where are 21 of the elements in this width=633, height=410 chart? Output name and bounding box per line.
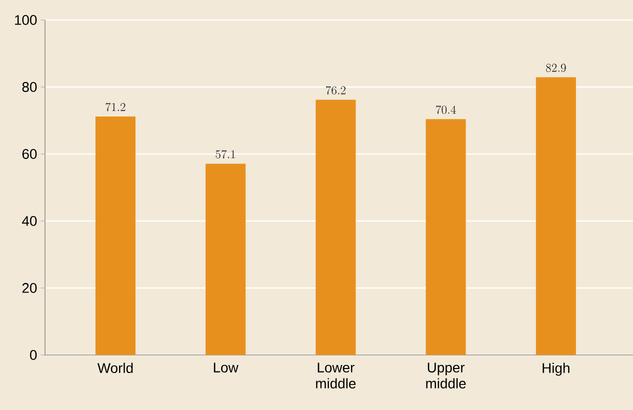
y-tick-label: 100 <box>15 15 37 25</box>
bar <box>316 100 356 355</box>
data-label: 70.4 <box>436 106 456 114</box>
y-tick-label: 80 <box>22 82 37 92</box>
bar <box>426 119 466 355</box>
x-tick-label: Upper middle <box>426 362 466 388</box>
data-label: 71 .2 <box>106 102 126 112</box>
x-tick-label: High <box>542 362 570 376</box>
bar <box>95 116 136 355</box>
data-label: 82.9 <box>546 64 566 72</box>
data-label: 76.2 <box>326 86 346 94</box>
x-tick-label: Lower middle <box>316 362 356 388</box>
y-tick-label: 0 <box>30 350 37 360</box>
x-tick-label: Low <box>214 362 238 373</box>
data-label: 57. 1 <box>216 150 236 158</box>
x-tick-label: World <box>97 362 133 374</box>
bar <box>536 77 576 355</box>
y-tick-label: 60 <box>22 149 37 159</box>
y-tick-label: 40 <box>22 216 37 226</box>
bar <box>206 164 246 355</box>
y-tick-label: 20 <box>22 283 37 293</box>
